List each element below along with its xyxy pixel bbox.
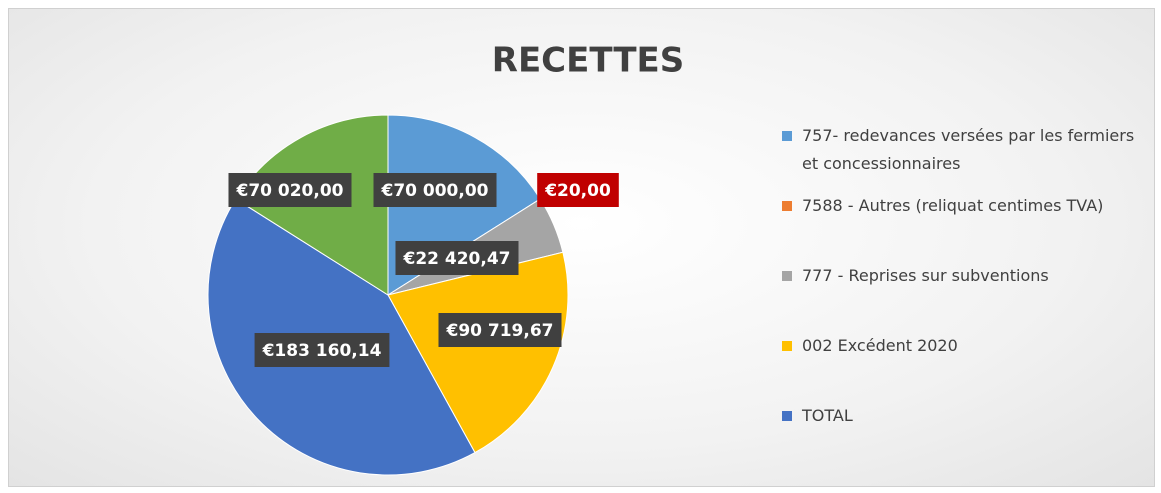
data-label-box <box>254 333 390 367</box>
data-label-text: €20,00 <box>544 181 611 201</box>
data-label-text: €183 160,14 <box>262 341 382 361</box>
legend-swatch <box>782 411 792 421</box>
data-label-box <box>228 173 352 207</box>
legend-item: 757- redevances versées par les fermiers… <box>782 122 1142 178</box>
chart-title: RECETTES <box>492 41 684 81</box>
legend-label: 7588 - Autres (reliquat centimes TVA) <box>802 196 1104 215</box>
data-label-box <box>373 173 497 207</box>
legend-label: 757- redevances versées par les fermiers… <box>802 126 1135 173</box>
legend-label: TOTAL <box>802 406 853 425</box>
legend-item: 777 - Reprises sur subventions <box>782 262 1142 290</box>
data-label-box <box>395 241 519 275</box>
data-label-box <box>537 173 619 207</box>
data-label-text: €22 420,47 <box>402 249 510 269</box>
data-label-text: €70 000,00 <box>380 181 488 201</box>
chart-area <box>8 8 1155 487</box>
data-label: €183 160,14 <box>254 333 390 367</box>
legend-item: TOTAL <box>782 402 1142 430</box>
legend-swatch <box>782 271 792 281</box>
pie-slice <box>387 251 569 454</box>
data-label-text: €70 020,00 <box>235 181 343 201</box>
data-label-text: €90 719,67 <box>445 321 553 341</box>
legend-item: 002 Excédent 2020 <box>782 332 1142 360</box>
legend-swatch <box>782 341 792 351</box>
legend-swatch <box>782 131 792 141</box>
legend-swatch <box>782 201 792 211</box>
data-label: €22 420,47 <box>395 241 519 275</box>
data-label: €20,00 <box>537 173 619 207</box>
legend-label: 777 - Reprises sur subventions <box>802 266 1049 285</box>
legend-label: 002 Excédent 2020 <box>802 336 958 355</box>
data-label: €90 719,67 <box>438 313 562 347</box>
data-label-box <box>438 313 562 347</box>
legend-item: 7588 - Autres (reliquat centimes TVA) <box>782 192 1142 220</box>
data-label: €70 000,00 <box>373 173 497 207</box>
data-label: €70 020,00 <box>228 173 352 207</box>
